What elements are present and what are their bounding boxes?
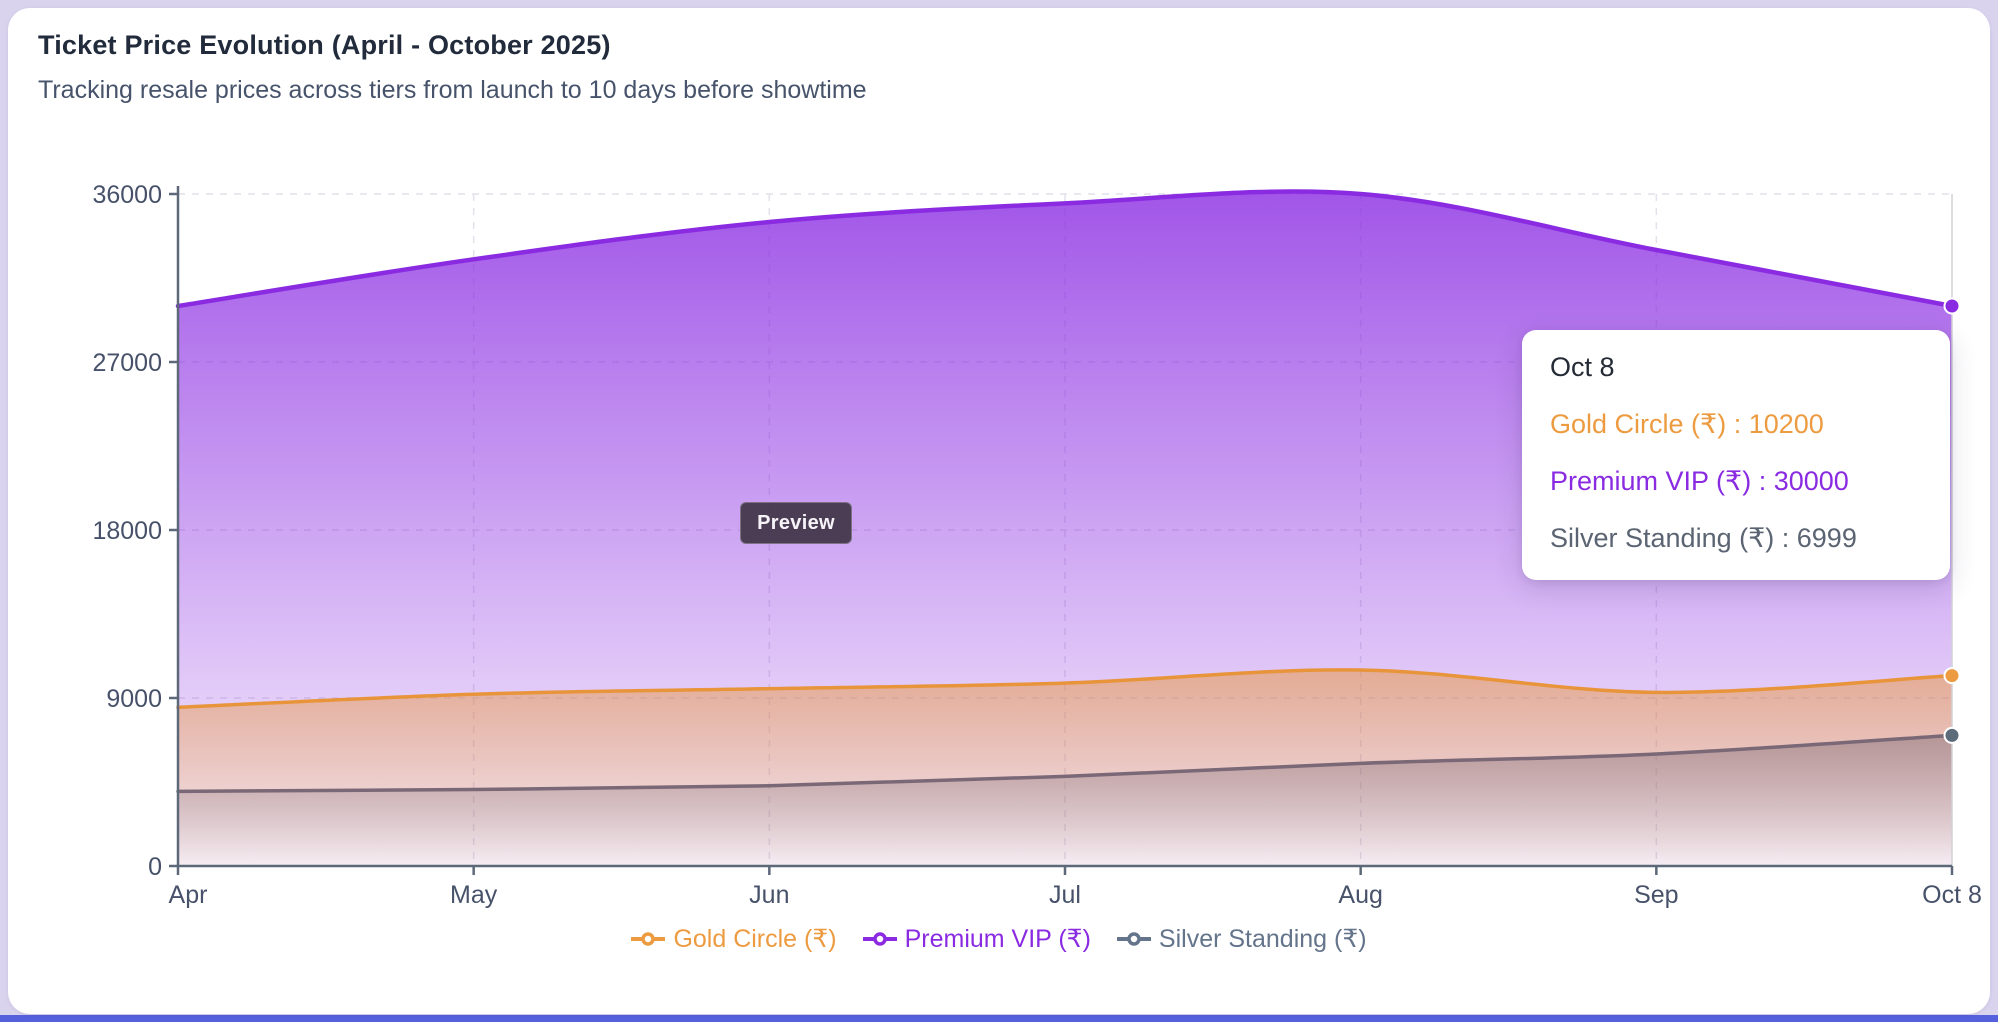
area-chart[interactable]: 0 9000 18000 27000 36000 Apr May Jun Jul Aug Sep Oc… — [8, 8, 1990, 1014]
y-axis-label: 36000 — [92, 181, 162, 209]
chart-title: Ticket Price Evolution (April - October … — [38, 30, 611, 60]
chart-subtitle: Tracking resale prices across tiers from… — [38, 76, 867, 104]
legend-item-premium-vip[interactable]: Premium VIP (₹) — [862, 924, 1091, 954]
x-axis-label: Jun — [749, 881, 789, 909]
x-axis-label: Aug — [1338, 881, 1382, 909]
series-line[interactable] — [175, 189, 1955, 309]
tooltip: Oct 8 Gold Circle (₹) : 10200 Premium VIP… — [1522, 330, 1950, 580]
chart-card: Ticket Price Evolution (April - October … — [8, 8, 1990, 1014]
legend-marker-icon — [862, 932, 897, 946]
highlight-marker[interactable] — [1943, 297, 1961, 315]
y-axis-label: 9000 — [106, 685, 162, 713]
legend-marker-icon — [1116, 932, 1151, 946]
legend-label: Premium VIP (₹) — [904, 925, 1091, 953]
legend-label: Silver Standing (₹) — [1158, 925, 1367, 953]
legend-item-gold-circle[interactable]: Gold Circle (₹) — [631, 924, 837, 954]
x-axis-label: Jul — [1049, 881, 1081, 909]
y-axis-label: 18000 — [92, 517, 162, 545]
highlight-marker[interactable] — [1943, 726, 1961, 744]
legend-item-silver-standing[interactable]: Silver Standing (₹) — [1116, 924, 1367, 954]
legend-marker-icon — [631, 932, 666, 946]
tooltip-row: Silver Standing (₹) : 6999 — [1550, 523, 1857, 553]
chart-legend: Gold Circle (₹) Premium VIP (₹) Silver Sta… — [8, 924, 1990, 954]
tooltip-row: Premium VIP (₹) : 30000 — [1550, 466, 1849, 496]
x-axis-label: Sep — [1634, 881, 1678, 909]
y-axis-label: 0 — [148, 853, 162, 881]
page-bottom-bar — [0, 1015, 1998, 1022]
tooltip-row: Gold Circle (₹) : 10200 — [1550, 409, 1824, 439]
highlight-marker[interactable] — [1943, 667, 1961, 685]
x-axis-label: Apr — [169, 881, 208, 909]
x-axis-label: May — [450, 881, 498, 909]
preview-badge: Preview — [740, 502, 852, 544]
series-line[interactable] — [176, 733, 1954, 794]
series-area — [178, 735, 1952, 866]
tooltip-title: Oct 8 — [1550, 352, 1615, 382]
x-axis-label: Oct 8 — [1922, 881, 1982, 909]
legend-label: Gold Circle (₹) — [673, 925, 837, 953]
y-axis-label: 27000 — [92, 349, 162, 377]
series-line[interactable] — [176, 668, 1954, 710]
